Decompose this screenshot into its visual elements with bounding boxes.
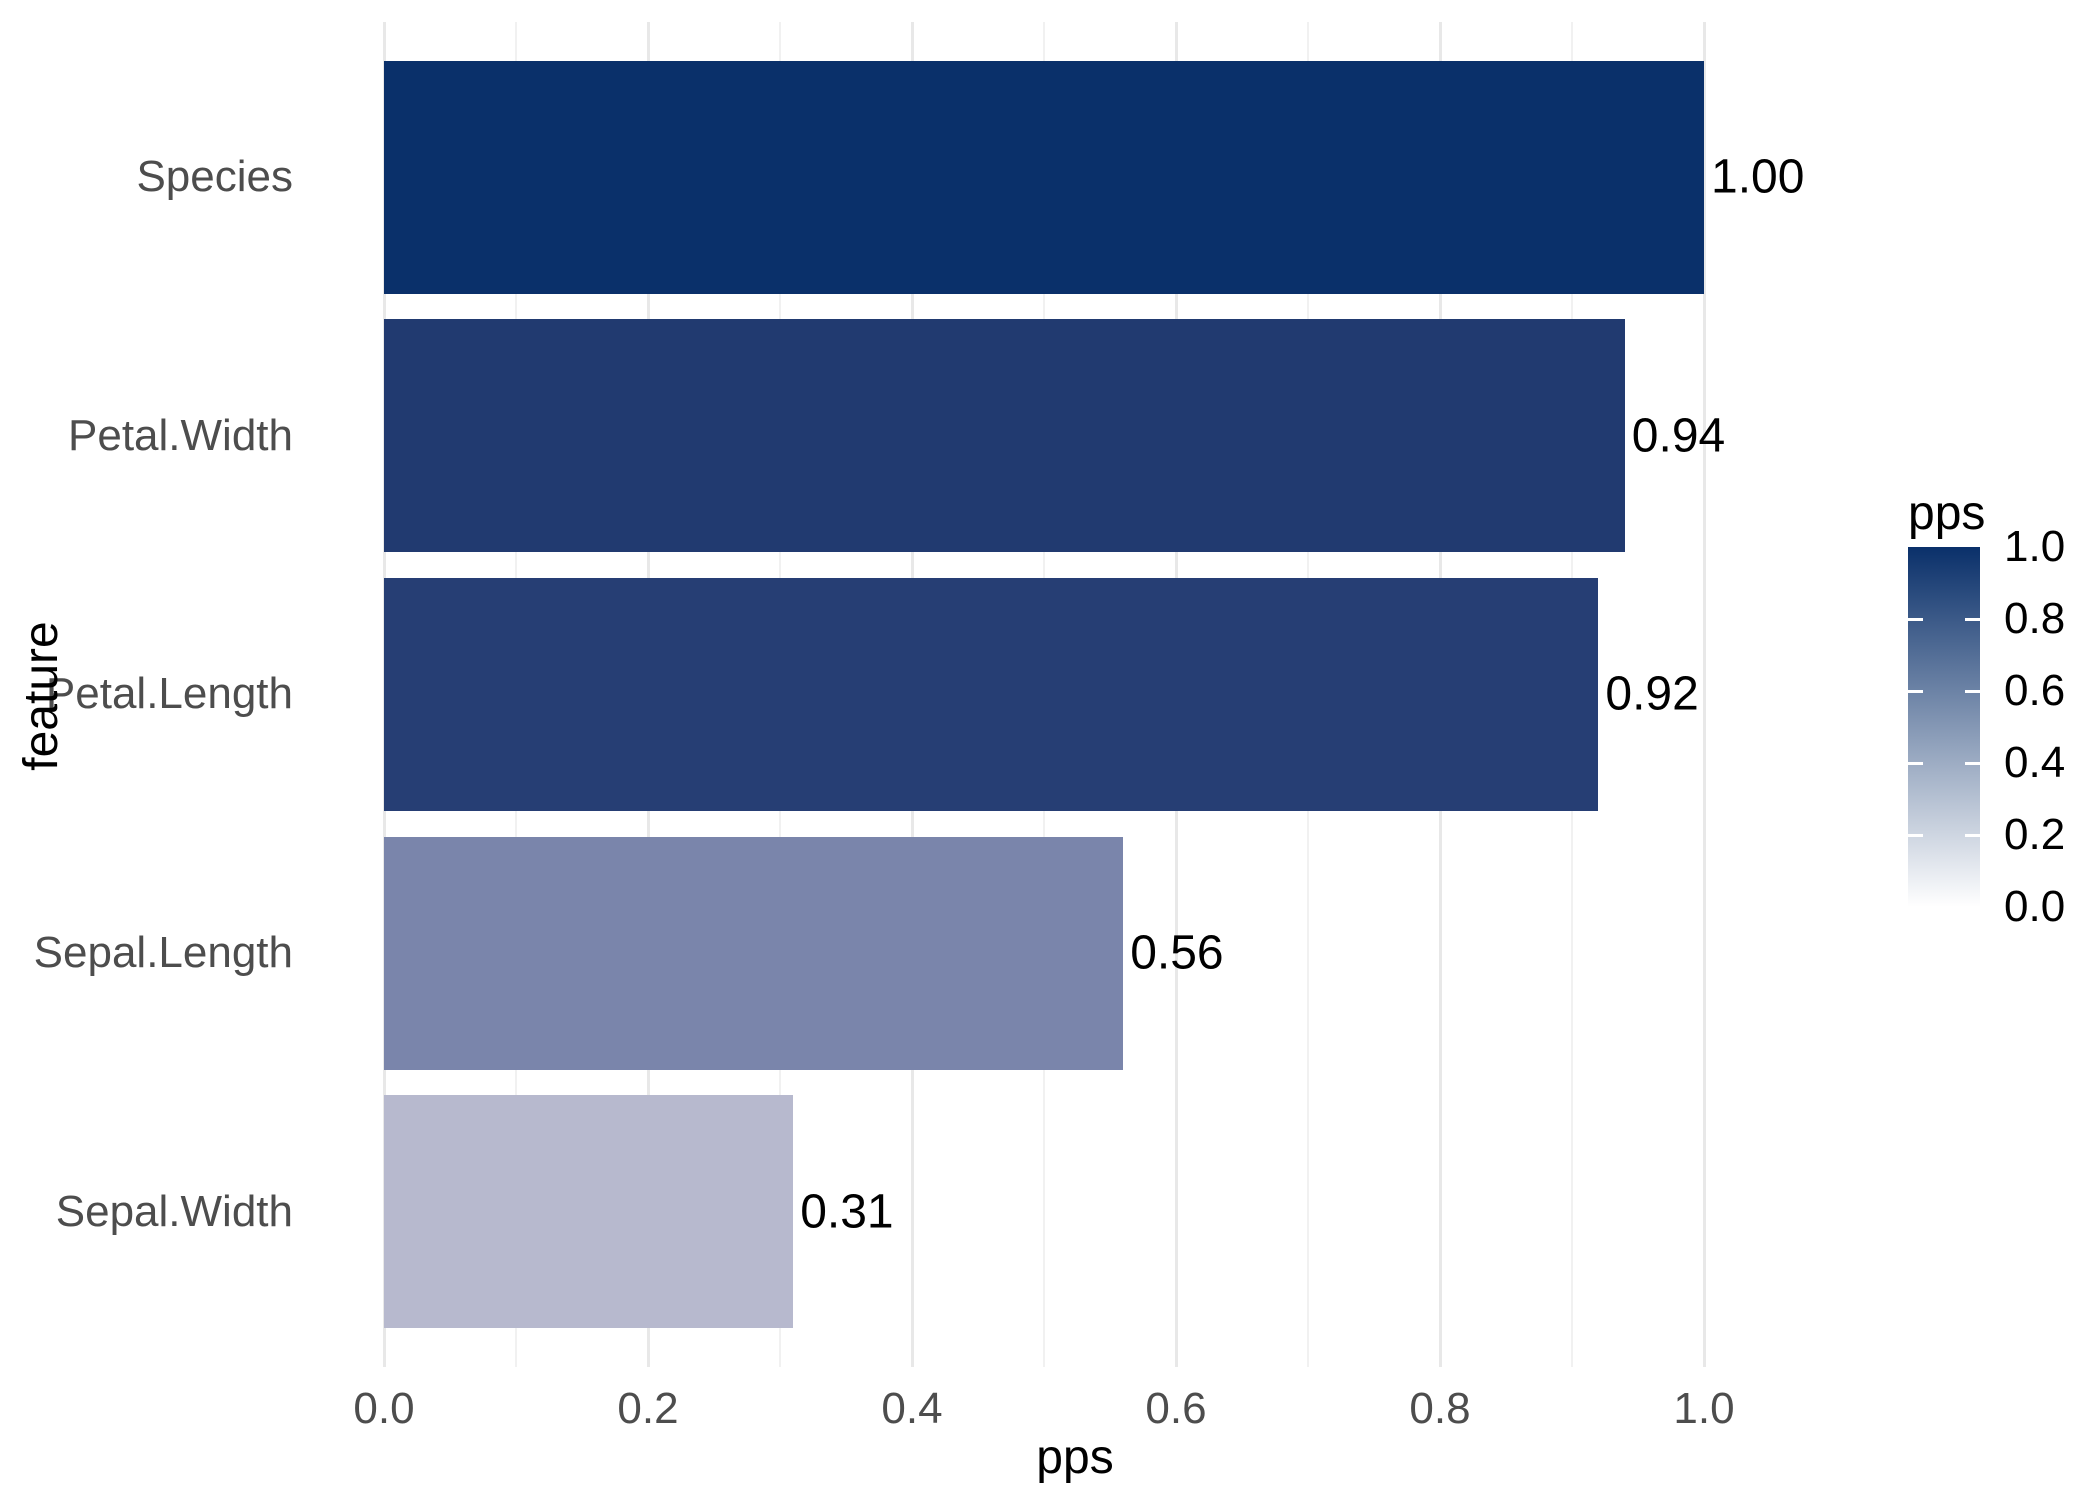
legend-tick-label-1-0: 1.0 [2004, 522, 2066, 571]
bar-petal-length [384, 577, 1599, 811]
legend-tick-mark [1965, 689, 1980, 693]
legend-tick-label-0-2: 0.2 [2004, 810, 2066, 859]
y-tick-label-species: Species [136, 152, 293, 201]
gridline-major [1702, 22, 1706, 1367]
legend-title: pps [1908, 487, 1986, 540]
y-tick-label-petal-length: Petal.Length [45, 669, 293, 719]
legend-tick-mark [1908, 761, 1923, 765]
bar-petal-width [384, 319, 1625, 553]
legend-tick-mark [1908, 617, 1923, 621]
x-tick-label-0-2: 0.2 [617, 1384, 679, 1433]
y-axis-title: feature [15, 621, 68, 771]
x-axis-title: pps [1036, 1431, 1114, 1484]
x-tick-label-0-4: 0.4 [881, 1384, 943, 1433]
legend-tick-label-0-0: 0.0 [2004, 882, 2066, 931]
legend-tick-label-0-8: 0.8 [2004, 594, 2066, 643]
bar-sepal-length [384, 836, 1124, 1070]
legend-tick-mark [1965, 761, 1980, 765]
bar-value-label-sepal-width: 0.31 [800, 1185, 894, 1239]
bar-species [384, 60, 1704, 294]
legend-tick-label-0-6: 0.6 [2004, 666, 2066, 715]
bar-value-label-petal-length: 0.92 [1605, 667, 1699, 721]
legend-tick-mark [1965, 833, 1980, 837]
bar-sepal-width [384, 1095, 794, 1329]
bar-value-label-sepal-length: 0.56 [1130, 926, 1224, 980]
x-tick-label-1-0: 1.0 [1673, 1384, 1735, 1433]
bar-value-label-petal-width: 0.94 [1631, 409, 1726, 463]
legend-gradient-bar [1908, 547, 1980, 907]
y-tick-label-sepal-length: Sepal.Length [33, 928, 293, 978]
y-tick-label-petal-width: Petal.Width [68, 410, 293, 460]
x-tick-label-0-8: 0.8 [1409, 1384, 1471, 1433]
legend-tick-label-0-4: 0.4 [2004, 738, 2066, 787]
x-tick-label-0-6: 0.6 [1145, 1384, 1207, 1433]
bar-value-label-species: 1.00 [1711, 150, 1805, 204]
legend-tick-mark [1908, 833, 1923, 837]
y-tick-label-sepal-width: Sepal.Width [55, 1186, 293, 1236]
legend-tick-mark [1908, 689, 1923, 693]
x-tick-label-0-0: 0.0 [353, 1384, 415, 1433]
legend-tick-mark [1965, 617, 1980, 621]
